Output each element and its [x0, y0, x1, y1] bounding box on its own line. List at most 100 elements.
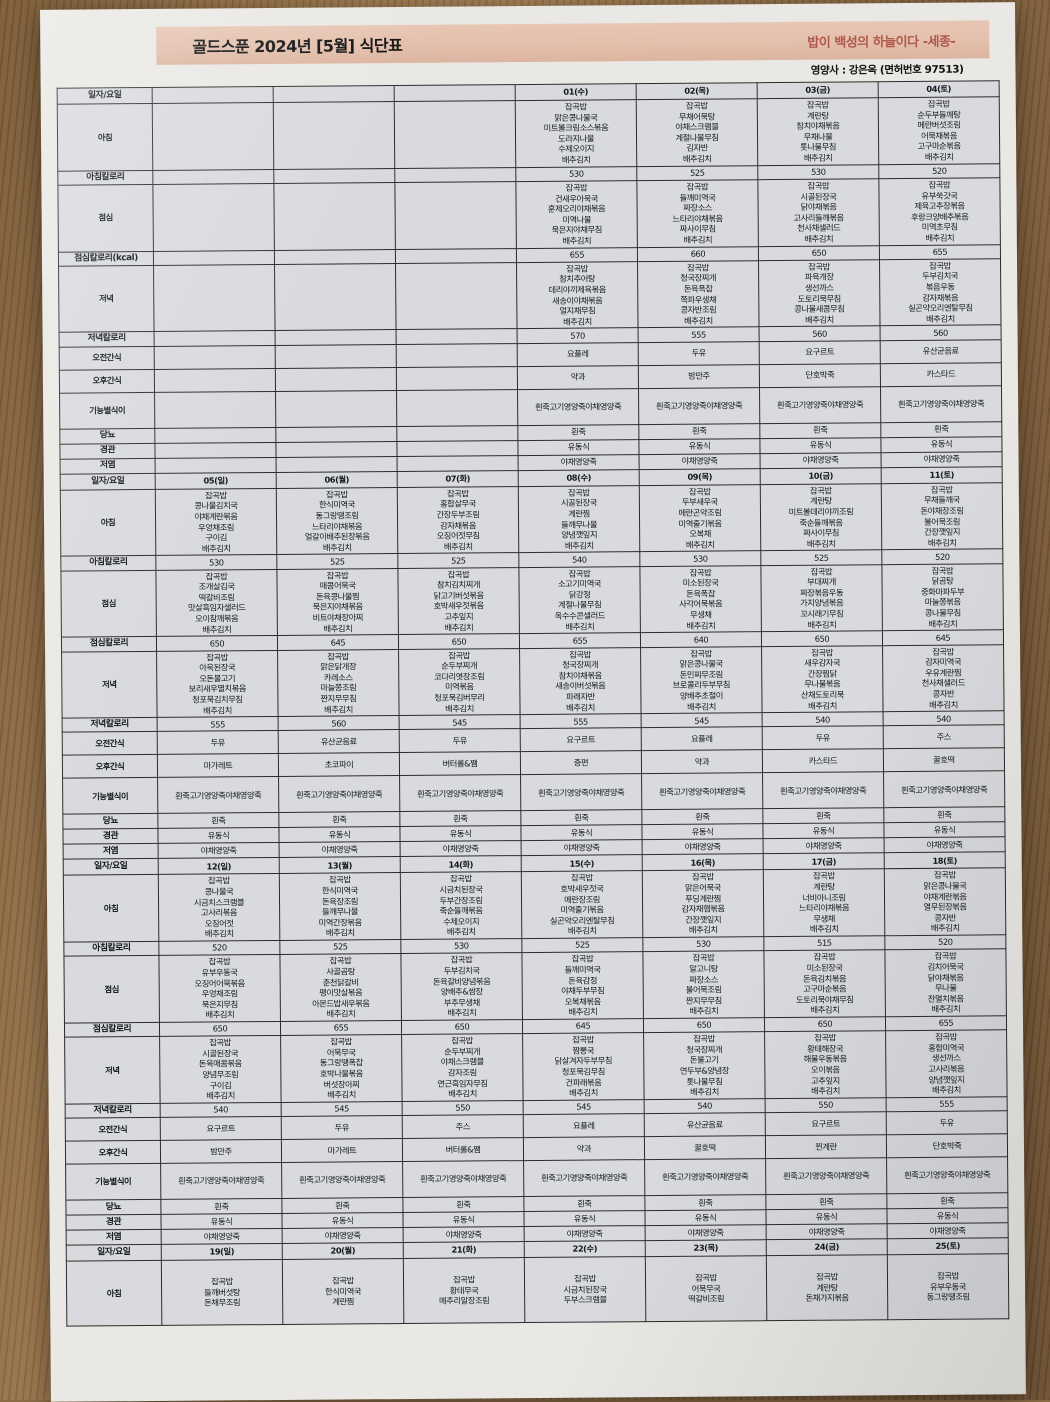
date-header-cell: 21(화) [403, 1241, 525, 1259]
tube-feed-cell: 유동식 [160, 1213, 283, 1230]
breakfast-cell: 잡곡밥 맑은콩나물국 야채계란볶음 열무된장볶음 콩자반 배추김치 [884, 868, 1006, 936]
lunch-cell: 잡곡밥 들깨미역국 짜장소스 느타리야채볶음 짜사이무침 배추김치 [636, 179, 759, 248]
lowsalt-cell: 야채영양죽 [403, 1226, 525, 1243]
menu-item: 고기영양죽 [918, 1170, 955, 1181]
tube-feed-cell: 유동식 [886, 1207, 1009, 1224]
lunch-kcal-cell: 650 [643, 1017, 765, 1033]
row-label-date: 일자/요일 [57, 87, 153, 105]
menu-item: 고기영양죽 [791, 399, 828, 410]
breakfast-cell [152, 102, 274, 171]
lowsalt-cell [276, 456, 398, 473]
lunch-cell: 잡곡밥 매콤어묵국 돈육콩나물찜 묵은지야채볶음 비트야채장아찌 배추김치 [276, 568, 399, 636]
lunch-cell: 잡곡밥 사골곰탕 춘천닭갈비 팽이맛살볶음 아몬드밥새우볶음 배추김치 [279, 953, 402, 1022]
lowsalt-cell: 야채영양죽 [400, 841, 522, 857]
functional-cell: 흰죽고기영양죽야채영양죽 [399, 775, 521, 812]
menu-item: 메추리알장조림 [438, 1295, 490, 1307]
menu-item: 고기영양죽 [797, 1170, 834, 1182]
date-header-cell: 23(목) [645, 1239, 767, 1257]
breakfast-cell: 잡곡밥 시골된장국 계란찜 들깨무나물 양념깻잎지 배추김치 [518, 485, 640, 553]
row-label-diabetes: 당뇨 [59, 428, 155, 444]
lunch-kcal-cell: 650 [758, 245, 880, 261]
lunch-cell: 잡곡밥 미소된장국 돈육폭찹 사각어묵볶음 무생채 배추김치 [639, 565, 762, 633]
am-snack-cell: 주스 [883, 725, 1005, 750]
menu-item: 배추김치 [806, 538, 836, 549]
breakfast-kcal-cell [394, 167, 516, 183]
diabetes-cell: 흰죽 [520, 810, 642, 827]
breakfast-kcal-cell: 530 [155, 554, 277, 571]
lunch-cell [273, 182, 396, 251]
menu-item: 야채영양죽 [591, 1172, 628, 1183]
menu-item: 흰죽 [299, 1175, 314, 1186]
am-snack-cell: 유산균음료 [880, 339, 1002, 364]
lowsalt-cell: 야채영양죽 [642, 839, 764, 856]
breakfast-kcal-cell: 530 [515, 166, 637, 182]
menu-item: 고기영양죽 [431, 788, 468, 799]
tube-feed-cell: 유동식 [278, 826, 401, 843]
menu-item: 배추김치 [563, 316, 592, 327]
row-label-tube: 경관 [65, 1214, 162, 1231]
breakfast-cell: 잡곡밥 맑은콩나물국 미트볼크림소스볶음 도라지나물 수제오이지 배추김치 [515, 99, 637, 168]
menu-item: 야채영양죽 [467, 787, 504, 799]
dinner-cell: 잡곡밥 순두부찌개 야채스크램블 감자조림 연근흑임자무침 배추김치 [401, 1033, 524, 1102]
tube-feed-cell [396, 440, 519, 457]
menu-item: 배추김치 [203, 704, 232, 716]
breakfast-cell: 잡곡밥 시금치된장국 두부스크램블 [524, 1256, 646, 1323]
row-label-diabetes: 당뇨 [65, 1199, 161, 1216]
menu-row: 아침 잡곡밥 콩나물김치국 야채계란볶음 우엉채조림 구이김 배추김치 잡곡밥 한식미역국 동그랑… [60, 482, 1003, 557]
page-title: 골드스푼 2024년 [5월] 식단표 [192, 35, 403, 57]
menu-table: 일자/요일 01(수) 02(목) 03(금) 04(토) 아침 잡곡밥 맑은콩나물국 미트볼크… [57, 80, 1010, 1327]
pm-snack-cell: 꿀호떡 [644, 1135, 766, 1160]
lunch-cell: 잡곡밥 시골된장국 닭야채볶음 고사리들깨볶음 천사채샐러드 배추김치 [757, 178, 880, 247]
row-label-functional: 기능별식이 [65, 1163, 161, 1201]
lowsalt-cell: 야채영양죽 [763, 838, 885, 855]
menu-item: 야채영양죽 [830, 784, 867, 796]
diabetes-cell: 흰죽 [638, 423, 760, 440]
lunch-kcal-cell: 650 [764, 1016, 886, 1032]
functional-cell: 흰죽고기영양죽야채영양죽 [402, 1160, 524, 1198]
date-header-cell: 02(목) [636, 82, 758, 100]
lowsalt-cell: 야채영양죽 [884, 837, 1006, 854]
diabetes-cell [275, 426, 397, 443]
breakfast-kcal-cell: 525 [276, 553, 398, 570]
lowsalt-cell: 야채영양죽 [524, 1225, 646, 1242]
lunch-cell: 잡곡밥 미소된장국 돈육김치볶음 고구마순볶음 도토리묵야채무침 배추김치 [763, 950, 886, 1018]
menu-item: 배추김치 [686, 620, 716, 631]
menu-item: 흰죽 [178, 1176, 193, 1187]
pm-snack-cell: 찐계란 [765, 1134, 887, 1159]
menu-item: 야채영양죽 [228, 1175, 265, 1186]
dinner-kcal-cell [154, 330, 276, 347]
functional-cell: 흰죽고기영양죽야채영양죽 [886, 1156, 1008, 1194]
row-label-breakfast-kcal: 아침칼로리 [63, 941, 159, 957]
row-label-dinner-kcal: 저녁칼로리 [59, 331, 155, 347]
functional-cell: 흰죽고기영양죽야채영양죽 [638, 387, 760, 425]
menu-item: 흰죽 [901, 784, 916, 795]
row-label-dinner: 저녁 [64, 1036, 161, 1105]
breakfast-kcal-cell: 520 [158, 940, 280, 956]
menu-item: 고기영양죽 [434, 1173, 471, 1185]
row-label-breakfast: 아침 [60, 489, 156, 557]
menu-item: 배추김치 [326, 1008, 356, 1019]
menu-item: 흰죽 [420, 1174, 435, 1185]
dinner-kcal-cell: 540 [160, 1102, 282, 1118]
menu-item: 배추김치 [683, 234, 713, 245]
breakfast-cell: 잡곡밥 계란탕 너비아니조림 느타리야채볶음 무생채 배추김치 [763, 869, 885, 937]
breakfast-kcal-cell: 525 [279, 939, 401, 955]
tube-feed-cell: 유동식 [402, 1211, 525, 1228]
diabetes-cell: 흰죽 [160, 1198, 282, 1215]
row-label-lowsalt: 저염 [66, 1229, 162, 1246]
menu-item: 배추김치 [448, 1088, 477, 1099]
pm-snack-cell [154, 368, 276, 393]
tube-feed-cell: 유동식 [765, 1208, 888, 1225]
tube-feed-cell: 유동식 [399, 826, 522, 842]
menu-row: 아침 잡곡밥 맑은콩나물국 미트볼크림소스볶음 도라지나물 수제오이지 배추김치 잡곡밥 무채어… [57, 96, 1000, 171]
dinner-kcal-cell: 550 [765, 1097, 887, 1113]
breakfast-kcal-cell: 525 [760, 550, 882, 566]
dinner-cell: 잡곡밥 맑은콩나물국 돈민찌무조림 브로콜리두부무침 양배추초절이 배추김치 [640, 646, 763, 714]
breakfast-cell: 잡곡밥 계란탕 미트볼데리야끼조림 죽순들깨볶음 짜사이무침 배추김치 [760, 483, 882, 552]
lunch-cell: 잡곡밥 닭곰탕 중화마파두부 마늘쫑볶음 콩나물무침 배추김치 [881, 563, 1004, 632]
pm-snack-cell: 마가레트 [281, 1138, 403, 1163]
date-header-cell: 18(토) [884, 852, 1006, 870]
menu-item: 고기영양죽 [794, 785, 831, 796]
menu-item: 배추김치 [327, 1089, 356, 1100]
menu-item: 배추김치 [322, 542, 352, 553]
